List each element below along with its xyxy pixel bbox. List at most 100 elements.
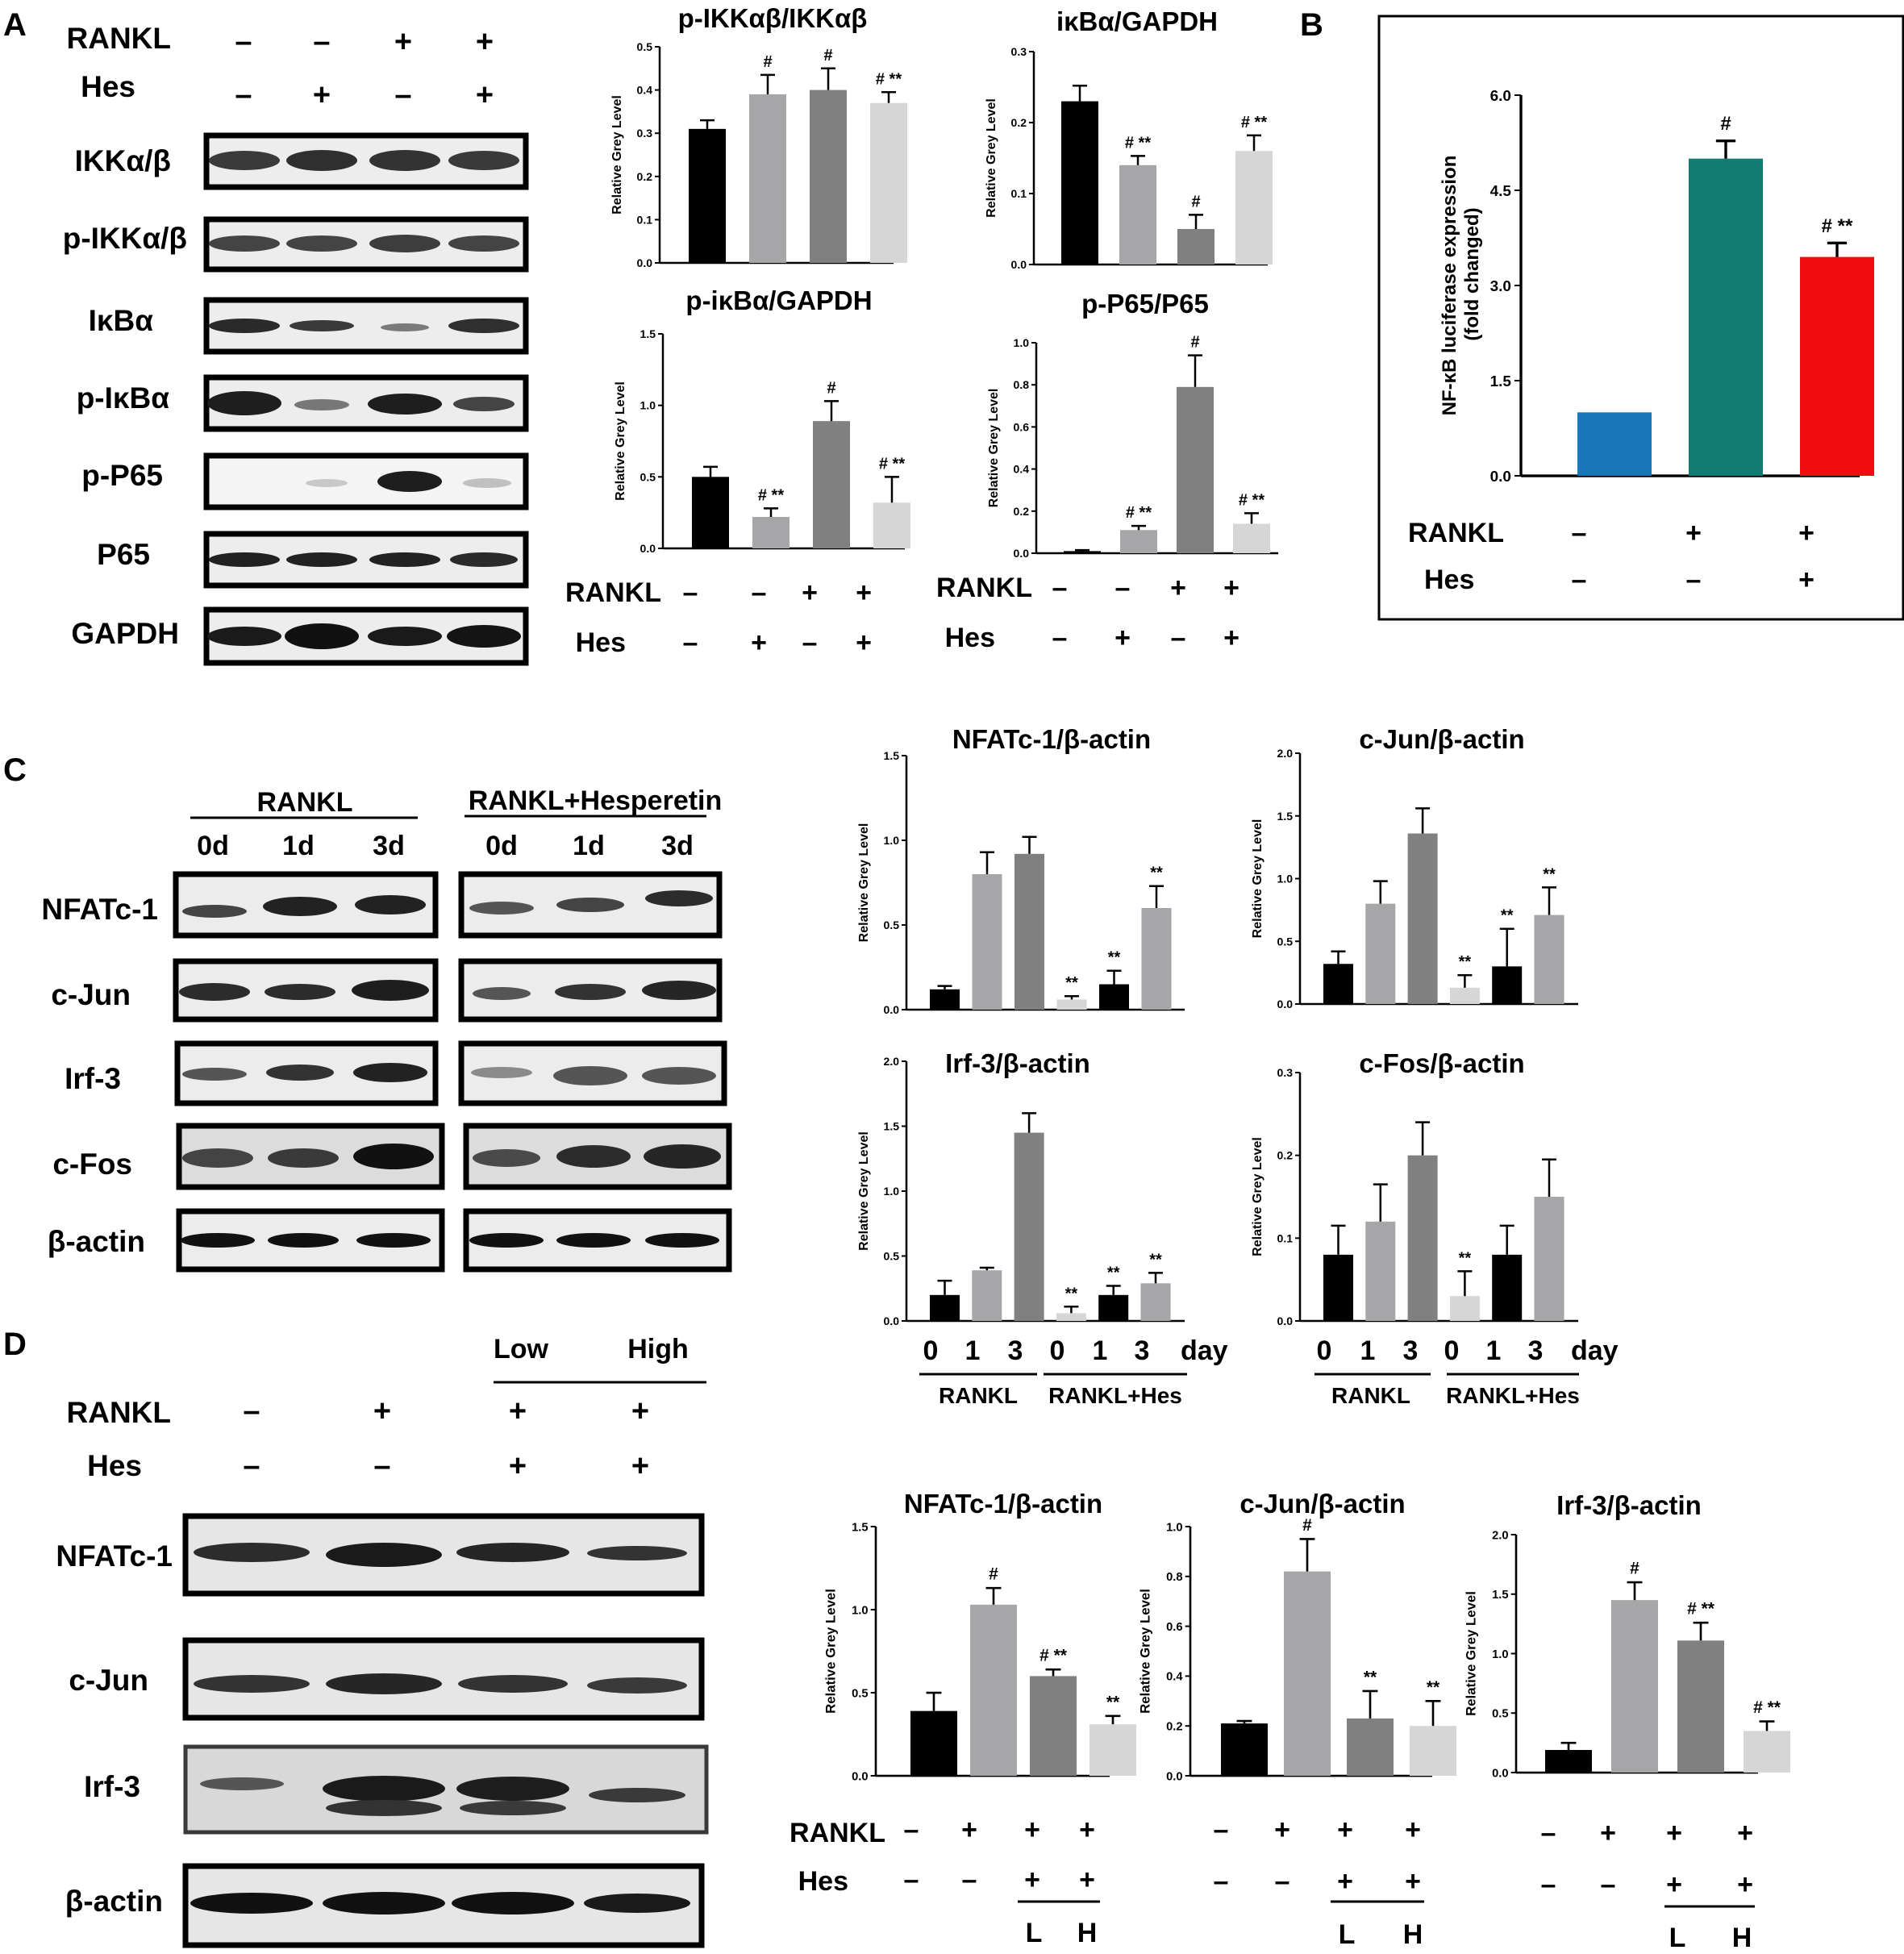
y-tick-label: 0.5 bbox=[640, 470, 656, 483]
blot-label: P65 bbox=[97, 538, 150, 571]
significance-mark: # ** bbox=[1241, 114, 1267, 131]
y-tick-label: 3.0 bbox=[1490, 278, 1511, 295]
blot-label: GAPDH bbox=[71, 617, 179, 650]
y-axis-label: Relative Grey Level bbox=[614, 381, 627, 501]
bar bbox=[1689, 158, 1763, 476]
bar bbox=[1056, 999, 1087, 1010]
bar bbox=[1365, 903, 1396, 1004]
bar bbox=[810, 90, 847, 263]
y-tick-label: 0.5 bbox=[637, 40, 653, 53]
dose-tick: L bbox=[1026, 1918, 1043, 1948]
panel-d-chart-conditions: RANKL Hes – + + + – – + + L H – + + + – … bbox=[790, 1814, 1755, 1953]
significance-mark: # bbox=[1190, 334, 1199, 352]
bar bbox=[1407, 833, 1438, 1004]
blot-cfos bbox=[176, 1123, 732, 1190]
y-axis-label: Relative Grey Level bbox=[987, 389, 1001, 508]
y-tick-label: 0.2 bbox=[1166, 1720, 1182, 1733]
y-tick-label: 0.0 bbox=[1490, 469, 1511, 485]
hes-row-label: Hes bbox=[81, 70, 135, 103]
y-axis-label: Relative Grey Level bbox=[857, 823, 871, 943]
bar bbox=[1365, 1221, 1396, 1321]
blot-nfatc1 bbox=[173, 871, 723, 939]
bar bbox=[1407, 1155, 1438, 1321]
rankl-row-label: RANKL bbox=[790, 1818, 885, 1848]
bar bbox=[1177, 386, 1214, 553]
panel-c-xaxis-right: 0 1 3 0 1 3 day RANKL RANKL+Hes bbox=[1314, 1335, 1619, 1408]
significance-mark: ** bbox=[1149, 1251, 1162, 1269]
day-tick: 0 bbox=[1050, 1335, 1065, 1366]
day-tick: 0 bbox=[923, 1335, 939, 1366]
y-tick-label: 0.0 bbox=[884, 1314, 900, 1327]
blot-label: IKKα/β bbox=[75, 144, 171, 177]
significance-mark: # bbox=[989, 1565, 998, 1584]
y-tick-label: 1.5 bbox=[884, 749, 900, 762]
chart-title: c-Jun/β-actin bbox=[1359, 724, 1524, 754]
chart-title: p-IKKαβ/IKKαβ bbox=[678, 3, 868, 33]
hes-sign: – bbox=[1541, 1869, 1556, 1900]
chart-d-cjun: 0.0 0.2 0.4 0.6 0.8 1.0 Relative Grey Level c-J… bbox=[1138, 1489, 1456, 1783]
y-axis-label: NF-κB luciferase expression bbox=[1439, 156, 1460, 416]
y-tick-label: 1.0 bbox=[852, 1604, 868, 1617]
bar bbox=[1099, 984, 1129, 1010]
bar bbox=[930, 1294, 960, 1321]
y-tick-label: 0.0 bbox=[884, 1003, 900, 1016]
bar bbox=[1410, 1726, 1456, 1776]
bar bbox=[972, 1270, 1002, 1321]
significance-mark: ** bbox=[1106, 1693, 1120, 1711]
bar bbox=[1030, 1676, 1077, 1776]
blot-nfatc1 bbox=[182, 1513, 705, 1597]
blot-beta-actin bbox=[182, 1863, 705, 1948]
y-tick-label: 1.5 bbox=[1492, 1589, 1508, 1602]
rankl-sign: – bbox=[1115, 573, 1131, 603]
chart-title: p-iκBα/GAPDH bbox=[685, 285, 872, 315]
rankl-sign: – bbox=[1541, 1818, 1556, 1848]
day-tick: 1 bbox=[1093, 1335, 1108, 1366]
rankl-sign: + bbox=[1079, 1814, 1095, 1845]
y-tick-label: 0.0 bbox=[1492, 1767, 1508, 1780]
chart-p-ikba-gapdh: 0.0 0.5 1.0 1.5 Relative Grey Level p-iκBα/GA… bbox=[614, 285, 910, 555]
y-tick-label: 0.0 bbox=[1166, 1770, 1182, 1783]
rankl-row-label: RANKL bbox=[936, 573, 1032, 603]
y-tick-label: 1.0 bbox=[884, 1185, 900, 1198]
y-tick-label: 1.5 bbox=[640, 327, 656, 340]
rankl-sign: + bbox=[1666, 1818, 1682, 1848]
bar bbox=[1221, 1723, 1268, 1776]
hes-row-label: Hes bbox=[87, 1449, 142, 1482]
blot-irf3 bbox=[174, 1040, 727, 1106]
bar bbox=[1492, 1254, 1523, 1321]
blot-p-p65 bbox=[203, 452, 529, 510]
dose-tick: L bbox=[1339, 1919, 1356, 1950]
hes-sign: + bbox=[1079, 1864, 1095, 1895]
bar bbox=[752, 516, 790, 548]
hes-sign: – bbox=[1686, 565, 1702, 595]
bar bbox=[1056, 1313, 1086, 1321]
rankl-sign: + bbox=[802, 577, 818, 608]
bar bbox=[692, 477, 729, 548]
bar bbox=[870, 102, 907, 264]
blot-label: IκBα bbox=[89, 304, 154, 337]
significance-mark: # ** bbox=[879, 455, 905, 473]
y-tick-label: 0.2 bbox=[1277, 1149, 1294, 1162]
y-tick-label: 1.5 bbox=[852, 1521, 868, 1534]
y-tick-label: 0.0 bbox=[1277, 998, 1294, 1010]
chart-title: c-Jun/β-actin bbox=[1239, 1489, 1405, 1519]
hes-sign: + bbox=[751, 627, 767, 658]
chart-title: iκBα/GAPDH bbox=[1056, 6, 1218, 36]
bar bbox=[972, 874, 1002, 1010]
rankl-sign: – bbox=[1214, 1814, 1229, 1845]
y-tick-label: 1.0 bbox=[1492, 1648, 1508, 1661]
chart-p-p65-ratio: 0.0 0.2 0.4 0.6 0.8 1.0 Relative Grey Level p-P… bbox=[987, 289, 1278, 560]
hes-sign: – bbox=[243, 1449, 260, 1483]
rankl-sign: + bbox=[1600, 1818, 1616, 1848]
panel-b-conditions: RANKL Hes – + + – – + bbox=[1408, 518, 1814, 595]
y-tick-label: 0.5 bbox=[852, 1687, 868, 1700]
significance-mark: # ** bbox=[758, 486, 784, 504]
y-tick-label: 1.0 bbox=[1166, 1521, 1182, 1534]
blot-label: NFATc-1 bbox=[41, 893, 158, 926]
y-tick-label: 0.2 bbox=[1014, 505, 1030, 518]
rankl-sign: + bbox=[373, 1394, 391, 1428]
y-tick-label: 0.0 bbox=[640, 542, 656, 555]
blot-p65 bbox=[203, 531, 529, 589]
rankl-sign: + bbox=[1798, 518, 1814, 548]
